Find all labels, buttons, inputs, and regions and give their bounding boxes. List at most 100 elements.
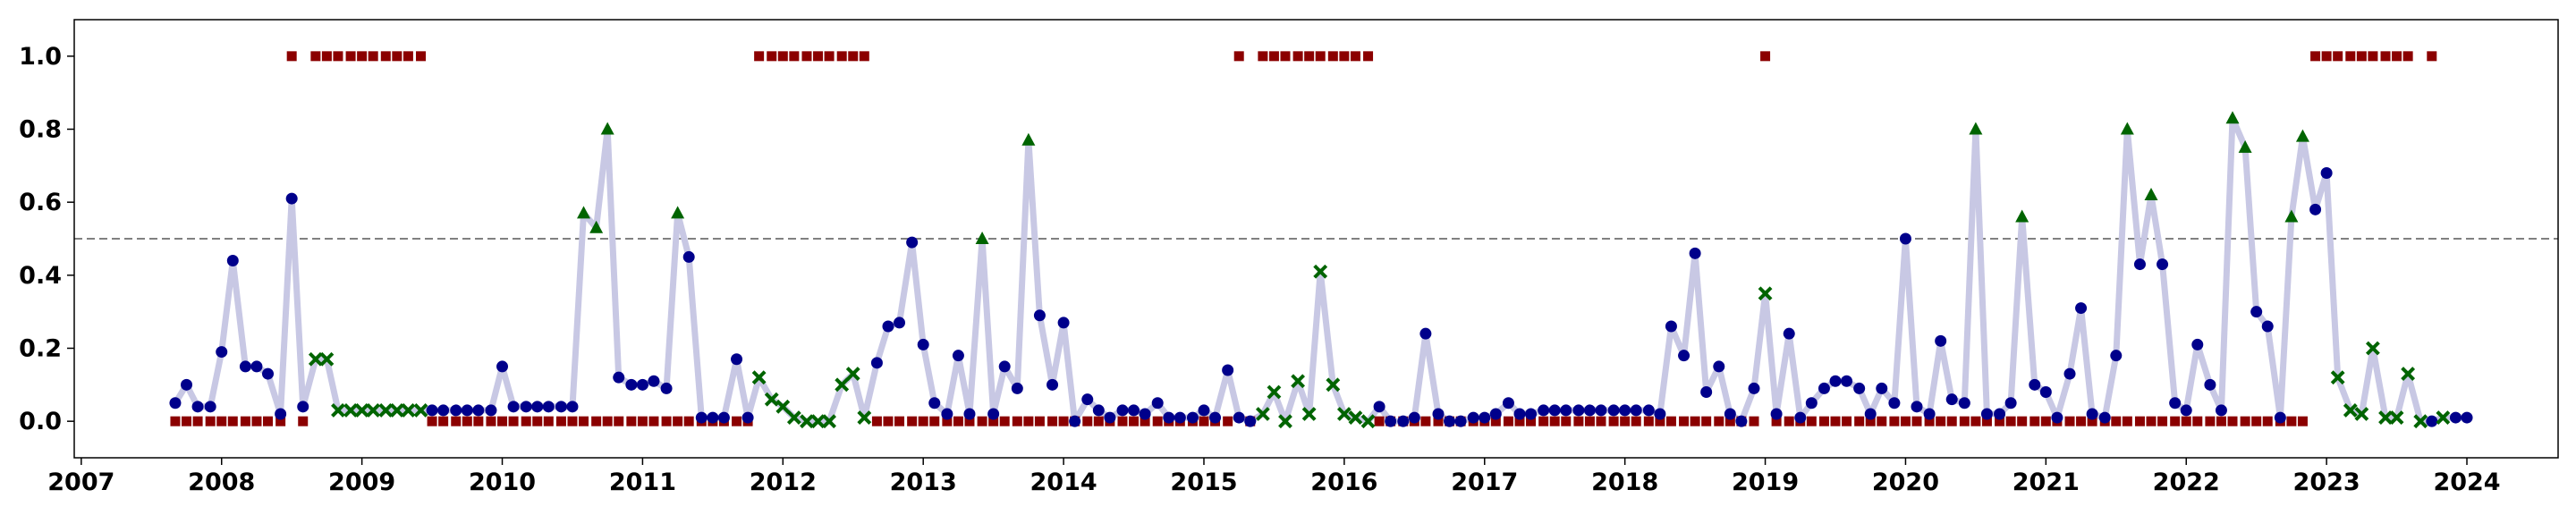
circle-point: [1209, 411, 1222, 424]
circle-point: [1104, 411, 1116, 424]
circle-point: [239, 360, 251, 373]
flag-point: [999, 416, 1010, 426]
cross-point: [308, 351, 323, 367]
circle-point: [1805, 397, 1818, 409]
flag-point: [1854, 416, 1865, 426]
cross-point: [835, 377, 850, 393]
flag-point: [591, 416, 602, 426]
flag-point: [275, 416, 286, 426]
circle-point: [707, 411, 719, 424]
circle-point: [906, 236, 919, 249]
circle-point: [894, 317, 906, 329]
flag-point: [2333, 51, 2343, 62]
triangle-point: [671, 206, 685, 219]
circle-point: [437, 404, 450, 417]
circle-point: [1560, 404, 1572, 417]
flag-point: [1596, 416, 1606, 426]
circle-point: [2274, 411, 2286, 424]
cross-point: [331, 403, 345, 418]
x-tick-label: 2023: [2293, 469, 2360, 496]
triangle-point: [2120, 122, 2134, 135]
flag-point: [1012, 416, 1022, 426]
cross-point: [2354, 407, 2369, 421]
flag-point: [286, 51, 297, 62]
flag-point: [953, 416, 963, 426]
flag-point: [1268, 51, 1279, 62]
circle-point: [1678, 350, 1690, 362]
circle-point: [1864, 408, 1877, 420]
flag-point: [964, 416, 975, 426]
circle-point: [636, 378, 648, 391]
flag-point: [298, 416, 309, 426]
flag-point: [2087, 416, 2097, 426]
flag-point: [1350, 51, 1360, 62]
x-tick-label: 2007: [47, 469, 114, 496]
circle-point: [648, 375, 660, 387]
cross-point: [2330, 370, 2345, 385]
circle-point: [1454, 415, 1467, 427]
cross-point: [2343, 403, 2358, 418]
x-tick-label: 2022: [2153, 469, 2220, 496]
circle-point: [426, 404, 438, 417]
y-tick-label: 1.0: [19, 43, 62, 71]
circle-point: [1151, 397, 1164, 409]
circle-point: [1619, 404, 1631, 417]
y-tick-label: 0.0: [19, 408, 62, 435]
flag-point: [894, 416, 905, 426]
circle-point: [1572, 404, 1585, 417]
triangle-point: [1021, 132, 1036, 146]
flag-point: [977, 416, 987, 426]
triangle-point: [1969, 122, 1983, 135]
flag-point: [1818, 416, 1829, 426]
x-tick-label: 2008: [188, 469, 255, 496]
flag-point: [1129, 416, 1140, 426]
axes: 2007 2008 2009 2010 2011 2012 2013 2014 2015 2016…: [19, 43, 2500, 496]
circle-point: [1233, 411, 1245, 424]
circle-point: [1642, 404, 1655, 417]
cross-point: [857, 410, 872, 425]
flag-point: [1152, 416, 1163, 426]
flag-point: [2076, 416, 2087, 426]
circle-point: [870, 357, 883, 369]
flag-point: [836, 51, 847, 62]
cross-point: [401, 403, 416, 418]
triangle-point: [2015, 209, 2029, 223]
circle-point: [1818, 382, 1830, 394]
flag-point: [205, 416, 216, 426]
flag-point: [2356, 51, 2367, 62]
circle-point: [1408, 411, 1420, 424]
circle-point: [998, 360, 1011, 373]
circle-point: [2320, 167, 2333, 179]
flag-point: [1889, 416, 1900, 426]
flag-point: [392, 51, 402, 62]
circle-point: [1186, 411, 1199, 424]
flag-point: [1760, 51, 1771, 62]
cross-point: [343, 403, 358, 418]
circle-point: [1011, 382, 1023, 394]
flag-point: [2146, 416, 2157, 426]
y-tick-label: 0.4: [19, 262, 62, 290]
flag-point: [1690, 416, 1700, 426]
circle-point: [1911, 401, 1923, 413]
flag-point: [555, 416, 566, 426]
circle-point: [1841, 375, 1853, 387]
flag-point: [824, 51, 835, 62]
circle-point: [285, 192, 298, 205]
circle-point: [507, 401, 520, 413]
flag-point: [321, 51, 332, 62]
circle-point: [1444, 415, 1456, 427]
flag-point: [1047, 416, 1058, 426]
circle-point: [461, 404, 473, 417]
circle-point: [1783, 327, 1795, 340]
circle-point: [297, 401, 309, 413]
y-tick-label: 0.6: [19, 189, 62, 216]
flag-point: [1490, 416, 1501, 426]
flag-point: [567, 416, 578, 426]
circle-point: [625, 378, 638, 391]
triangle-point: [2144, 188, 2158, 200]
cross-point: [1313, 264, 1328, 279]
circle-point: [1244, 415, 1257, 427]
flag-point: [1842, 416, 1852, 426]
circle-point: [1748, 382, 1760, 394]
